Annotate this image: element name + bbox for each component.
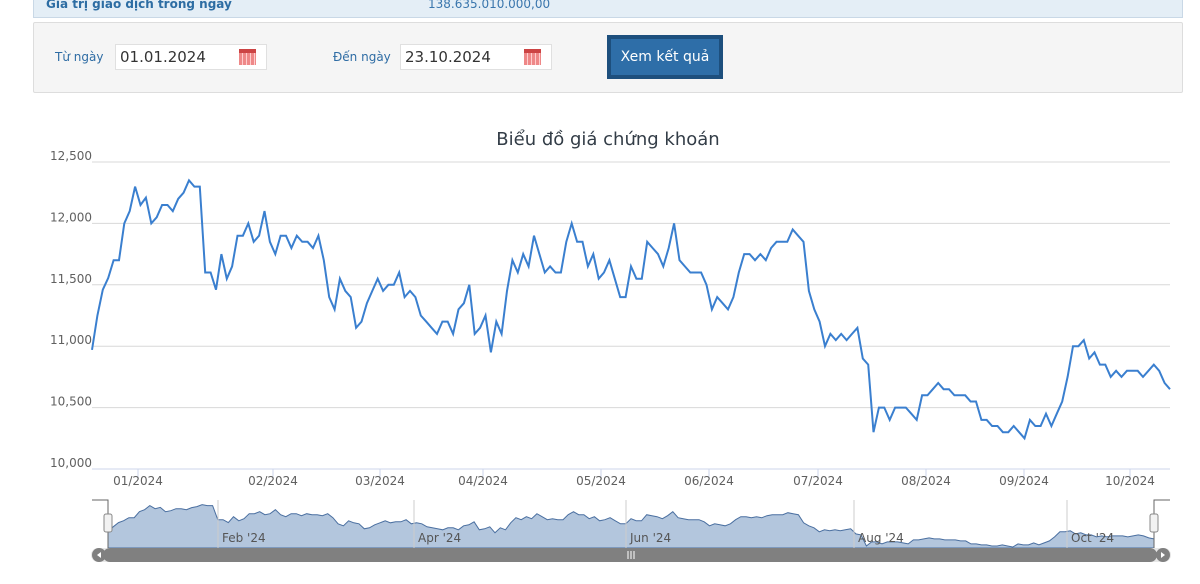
x-tick-label: 09/2024 (999, 474, 1049, 488)
date-filter: Từ ngày 01.01.2024 Đến ngày 23.10.2024 X… (33, 22, 1183, 93)
x-tick-label: 06/2024 (684, 474, 734, 488)
navigator-tick-label: Oct '24 (1071, 531, 1114, 545)
x-tick-label: 08/2024 (901, 474, 951, 488)
navigator-tick-label: Jun '24 (629, 531, 671, 545)
x-tick-label: 05/2024 (576, 474, 626, 488)
navigator-tick-label: Feb '24 (222, 531, 266, 545)
calendar-icon[interactable] (524, 49, 541, 65)
info-label: Giá trị giao dịch trong ngày (46, 0, 232, 11)
scrollbar-thumb[interactable] (103, 548, 1157, 562)
y-tick-label: 11,500 (50, 272, 92, 286)
to-label: Đến ngày (333, 50, 391, 64)
price-line (91, 178, 1171, 441)
y-tick-label: 12,500 (50, 149, 92, 163)
arrow-left-icon (97, 552, 101, 558)
x-tick-label: 02/2024 (248, 474, 298, 488)
y-tick-label: 11,000 (50, 333, 92, 347)
from-date-value: 01.01.2024 (120, 48, 206, 66)
to-date-input[interactable]: 23.10.2024 (400, 44, 552, 70)
info-value: 138.635.010.000,00 (428, 0, 551, 11)
info-row: Giá trị giao dịch trong ngày 138.635.010… (33, 0, 1183, 18)
arrow-right-icon (1161, 552, 1165, 558)
from-date-input[interactable]: 01.01.2024 (115, 44, 267, 70)
navigator-series (107, 504, 1155, 549)
y-tick-label: 10,500 (50, 395, 92, 409)
grip-icon (627, 551, 635, 559)
navigator-handle[interactable] (103, 513, 113, 533)
x-tick-label: 10/2024 (1105, 474, 1155, 488)
x-tick-label: 07/2024 (793, 474, 843, 488)
submit-button[interactable]: Xem kết quả (607, 35, 723, 79)
x-tick-label: 03/2024 (355, 474, 405, 488)
y-tick-label: 10,000 (50, 456, 92, 470)
from-label: Từ ngày (55, 50, 104, 64)
navigator-tick-label: Apr '24 (418, 531, 461, 545)
calendar-icon[interactable] (239, 49, 256, 65)
x-tick-label: 04/2024 (458, 474, 508, 488)
to-date-value: 23.10.2024 (405, 48, 491, 66)
navigator-handle[interactable] (1149, 513, 1159, 533)
navigator-tick-label: Aug '24 (858, 531, 904, 545)
x-tick-label: 01/2024 (113, 474, 163, 488)
chart-title: Biểu đồ giá chứng khoán (496, 129, 719, 150)
y-tick-label: 12,000 (50, 210, 92, 224)
